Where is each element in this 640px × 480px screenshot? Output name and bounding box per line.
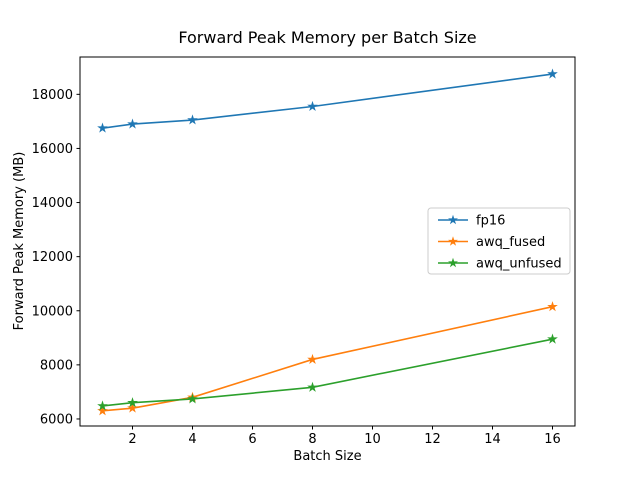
marker-awq_unfused [307,381,318,392]
x-tick-label: 12 [424,432,441,447]
legend [427,207,571,275]
marker-fp16 [97,122,108,133]
legend-marker-awq_fused [448,236,458,246]
marker-awq_unfused [127,397,138,408]
chart-title: Forward Peak Memory per Batch Size [178,28,477,47]
x-axis-label: Batch Size [293,449,362,464]
marker-fp16 [187,114,198,125]
marker-awq_unfused [547,333,558,344]
y-tick-label: 14000 [32,196,73,211]
y-tick-label: 6000 [40,412,73,427]
marker-awq_fused [127,402,138,413]
marker-fp16 [547,68,558,79]
x-tick-label: 8 [308,432,316,447]
x-tick-label: 2 [128,432,136,447]
x-tick-label: 4 [188,432,196,447]
y-tick-label: 8000 [40,358,73,373]
y-tick-label: 18000 [32,88,73,103]
marker-awq_unfused [187,393,198,404]
legend-label-awq_unfused: awq_unfused [476,257,562,272]
y-tick-label: 16000 [32,142,73,157]
legend-label-fp16: fp16 [476,214,505,229]
marker-awq_fused [97,405,108,416]
line-awq_fused [101,305,554,412]
y-tick-label: 10000 [32,304,73,319]
plot-frame [79,56,576,427]
marker-fp16 [307,100,318,112]
legend-marker-awq_unfused [448,257,458,268]
x-tick-label: 16 [544,432,561,447]
marker-awq_fused [547,301,558,312]
line-awq_unfused [101,338,554,407]
y-tick-label: 12000 [32,250,73,265]
line-fp16 [101,73,554,129]
legend-label-awq_fused: awq_fused [476,235,545,250]
legend-marker-fp16 [448,214,458,225]
x-tick-label: 10 [364,432,381,447]
x-tick-label: 6 [248,432,256,447]
marker-awq_unfused [97,400,108,411]
x-tick-label: 14 [484,432,501,447]
marker-awq_fused [307,353,318,364]
marker-fp16 [127,118,138,129]
